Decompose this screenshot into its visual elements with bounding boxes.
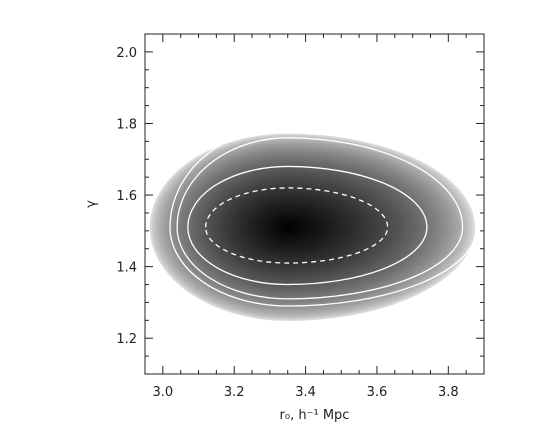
- y-tick-label: 1.2: [116, 332, 137, 347]
- y-tick-label: 1.4: [116, 261, 137, 276]
- heatmap-band: [285, 225, 291, 229]
- y-tick-label: 2.0: [116, 46, 137, 61]
- y-tick-label: 1.6: [116, 189, 137, 204]
- x-tick-label: 3.4: [295, 385, 316, 400]
- x-axis-label: r₀, h⁻¹ Mpc: [280, 408, 350, 423]
- x-tick-label: 3.6: [367, 385, 388, 400]
- contour-solid-2: [176, 137, 464, 300]
- contour-solid-1: [187, 165, 428, 286]
- contour-solid-3: [169, 126, 478, 307]
- likelihood-heatmap: [147, 132, 478, 323]
- x-tick-label: 3.2: [224, 385, 245, 400]
- contour-dashed: [205, 187, 389, 264]
- y-axis-label: γ: [84, 200, 99, 208]
- y-tick-label: 1.8: [116, 117, 137, 132]
- contour-lines: [169, 126, 478, 307]
- axes: 3.0 3.2 3.4 3.6 3.8 1.2 1.4 1.6 1.8 2.0: [116, 33, 485, 400]
- x-tick-label: 3.8: [438, 385, 459, 400]
- x-tick-label: 3.0: [152, 385, 173, 400]
- plot-frame: [144, 33, 485, 375]
